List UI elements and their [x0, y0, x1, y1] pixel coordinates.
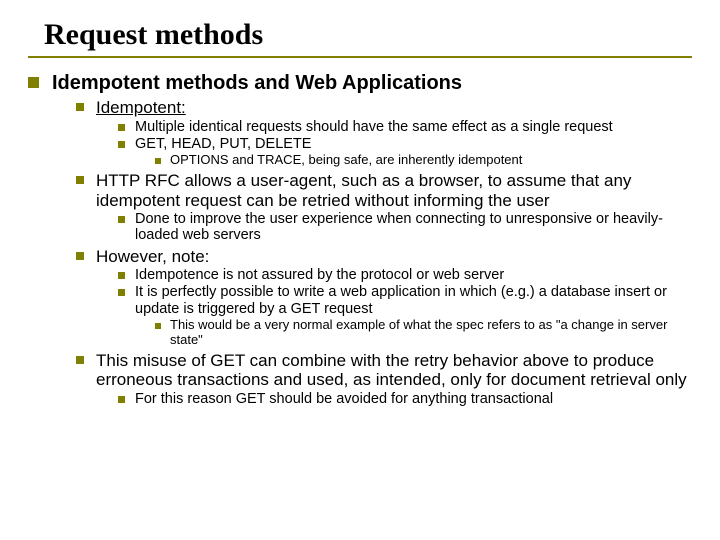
l3-item: Done to improve the user experience when…	[118, 211, 692, 243]
l3-text: Done to improve the user experience when…	[135, 211, 663, 243]
l3-item: Idempotence is not assured by the protoc…	[118, 267, 692, 283]
l1-text: Idempotent methods and Web Applications	[52, 72, 462, 94]
l2-item: HTTP RFC allows a user-agent, such as a …	[76, 171, 692, 244]
l3-text: For this reason GET should be avoided fo…	[135, 391, 553, 407]
slide-title: Request methods	[44, 18, 692, 52]
l2-item: However, note: Idempotence is not assure…	[76, 247, 692, 348]
bullet-list-level3: Multiple identical requests should have …	[118, 119, 692, 168]
l1-item: Idempotent methods and Web Applications …	[28, 72, 692, 407]
l4-text: OPTIONS and TRACE, being safe, are inher…	[170, 152, 522, 167]
l3-item: Multiple identical requests should have …	[118, 119, 692, 135]
l3-text: It is perfectly possible to write a web …	[135, 284, 667, 316]
l2-text: However, note:	[96, 247, 209, 266]
l2-text: This misuse of GET can combine with the …	[96, 351, 687, 390]
bullet-list-level3: Idempotence is not assured by the protoc…	[118, 267, 692, 348]
l4-item: OPTIONS and TRACE, being safe, are inher…	[155, 153, 692, 168]
l3-item: GET, HEAD, PUT, DELETE OPTIONS and TRACE…	[118, 136, 692, 168]
l3-item: It is perfectly possible to write a web …	[118, 284, 692, 347]
l2-item: Idempotent: Multiple identical requests …	[76, 98, 692, 168]
bullet-list-level3: For this reason GET should be avoided fo…	[118, 391, 692, 407]
l4-item: This would be a very normal example of w…	[155, 318, 692, 348]
bullet-list-level3: Done to improve the user experience when…	[118, 211, 692, 243]
l2-text: HTTP RFC allows a user-agent, such as a …	[96, 171, 631, 210]
title-rule	[28, 56, 692, 58]
l2-text: Idempotent:	[96, 98, 186, 117]
slide: Request methods Idempotent methods and W…	[0, 0, 720, 540]
bullet-list-level2: Idempotent: Multiple identical requests …	[76, 98, 692, 407]
bullet-list-level4: OPTIONS and TRACE, being safe, are inher…	[155, 153, 692, 168]
l3-item: For this reason GET should be avoided fo…	[118, 391, 692, 407]
l2-item: This misuse of GET can combine with the …	[76, 351, 692, 407]
l3-text: Multiple identical requests should have …	[135, 119, 613, 135]
l3-text: GET, HEAD, PUT, DELETE	[135, 136, 311, 152]
l4-text: This would be a very normal example of w…	[170, 317, 667, 347]
bullet-list-level4: This would be a very normal example of w…	[155, 318, 692, 348]
bullet-list-level1: Idempotent methods and Web Applications …	[28, 72, 692, 407]
l3-text: Idempotence is not assured by the protoc…	[135, 267, 504, 283]
